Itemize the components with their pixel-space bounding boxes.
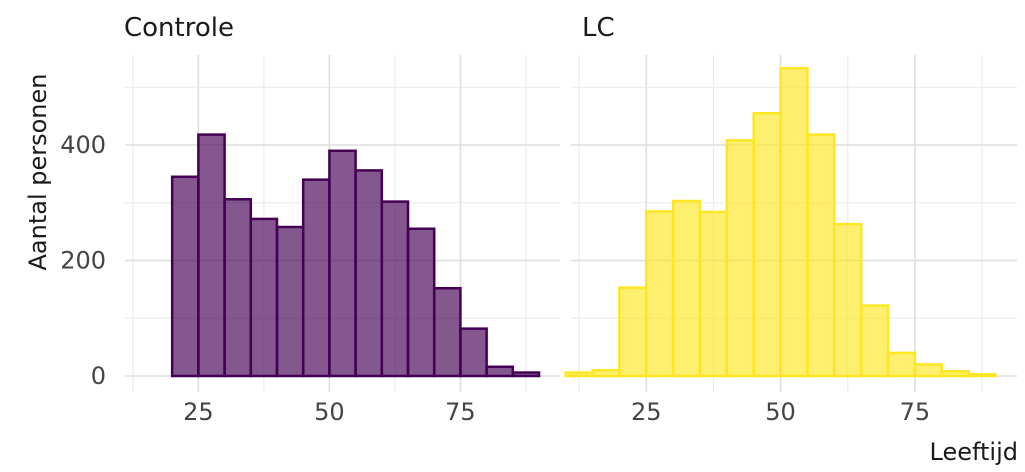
histogram-bar: [511, 371, 541, 378]
histogram-bar: [249, 217, 279, 378]
histogram-bar: [197, 133, 226, 378]
histogram-bar: [779, 66, 809, 378]
histogram-bar: [170, 175, 200, 378]
histogram-bar: [618, 286, 648, 378]
histogram-bar: [725, 139, 755, 378]
y-axis-title: Aantal personen: [24, 74, 52, 271]
y-tick-label: 400: [60, 131, 106, 159]
x-tick-label: 50: [765, 398, 796, 426]
histogram-bar: [671, 199, 702, 378]
histogram-bar: [967, 373, 997, 378]
x-tick-label: 25: [183, 398, 214, 426]
histogram-bar: [406, 227, 436, 378]
histogram-bar: [485, 365, 515, 378]
histogram-bar: [223, 198, 253, 378]
panel-title-lc: LC: [582, 13, 615, 43]
histogram-bar: [886, 351, 917, 378]
histogram-bar: [564, 371, 594, 378]
histogram-bar: [354, 169, 384, 378]
histogram-bar: [940, 370, 970, 378]
histogram-bar: [644, 210, 675, 378]
histogram-bar: [806, 133, 836, 378]
histogram-bar: [301, 178, 331, 378]
histogram-bar: [913, 363, 944, 378]
panel-title-controle: Controle: [124, 13, 234, 43]
histogram-bar: [275, 225, 305, 378]
histogram-bar: [459, 327, 488, 378]
x-tick-label: 25: [631, 398, 662, 426]
panel-controle: Controle 25 50 75: [124, 13, 560, 426]
histogram-bar: [833, 222, 863, 378]
histogram-bar: [752, 111, 782, 378]
histogram-bar: [859, 304, 890, 378]
x-tick-label: 75: [445, 398, 476, 426]
x-axis-title: Leeftijd: [930, 438, 1019, 466]
histogram-bar: [328, 149, 357, 378]
y-tick-label: 200: [60, 247, 106, 275]
histogram-bar: [591, 368, 621, 378]
x-tick-label: 50: [314, 398, 345, 426]
y-tick-label: 0: [91, 362, 106, 390]
histogram-bar: [698, 210, 729, 378]
histogram-bar: [432, 286, 462, 378]
histogram-bar: [380, 200, 410, 378]
x-tick-label: 75: [900, 398, 931, 426]
panel-lc: LC 25 50 75: [564, 13, 1017, 426]
